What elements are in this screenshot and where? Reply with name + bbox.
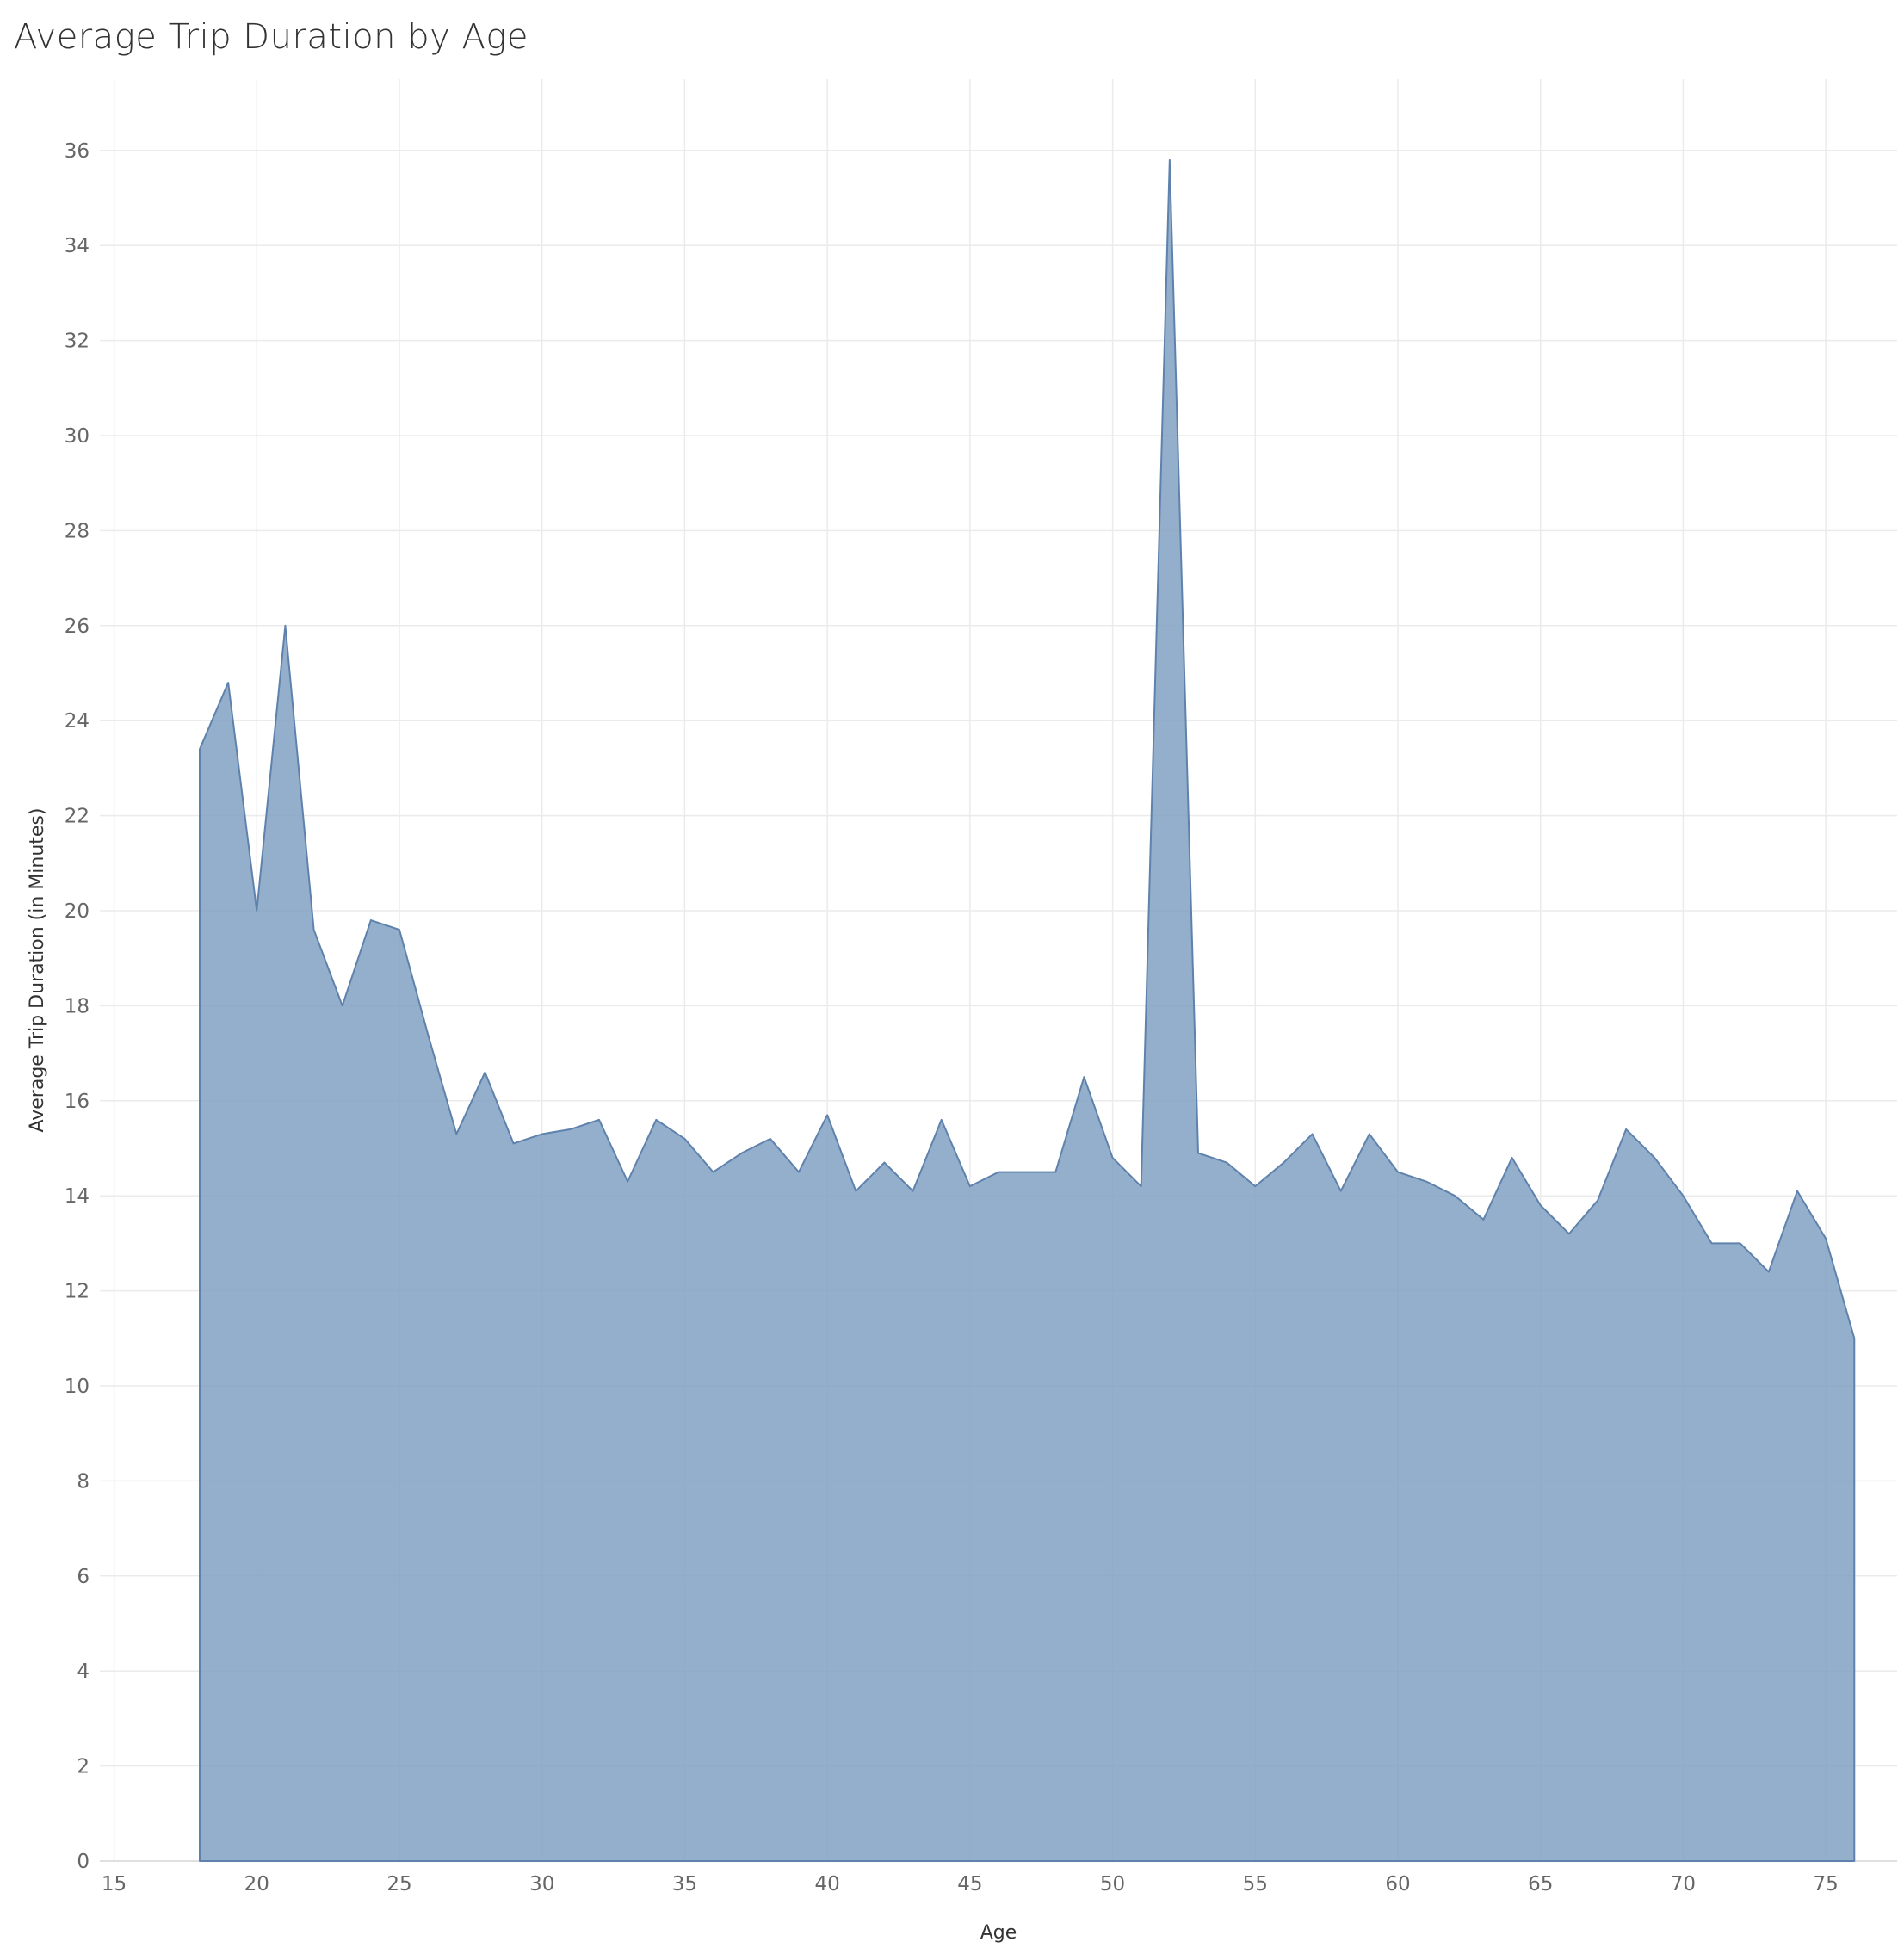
- y-tick-label: 16: [65, 1091, 90, 1113]
- x-tick-label: 35: [672, 1873, 697, 1895]
- y-tick-label: 20: [65, 900, 90, 923]
- y-tick-label: 36: [65, 140, 90, 163]
- y-tick-label: 22: [65, 806, 90, 828]
- y-tick-label: 26: [65, 615, 90, 638]
- area-series: [199, 158, 1856, 1862]
- x-tick-label: 65: [1528, 1873, 1553, 1895]
- x-tick-label: 25: [386, 1873, 411, 1895]
- y-axis-label: Average Trip Duration (in Minutes): [27, 807, 48, 1132]
- x-tick-label: 70: [1671, 1873, 1696, 1895]
- y-tick-label: 4: [77, 1660, 90, 1683]
- x-tick-label: 15: [102, 1873, 127, 1895]
- x-axis-label: Age: [980, 1922, 1017, 1944]
- y-tick-label: 34: [65, 235, 90, 257]
- x-tick-label: 60: [1385, 1873, 1410, 1895]
- y-tick-label: 8: [77, 1470, 90, 1493]
- x-tick-label: 50: [1100, 1873, 1125, 1895]
- x-tick-label: 45: [957, 1873, 982, 1895]
- x-tick-label: 20: [244, 1873, 269, 1895]
- y-tick-label: 18: [65, 995, 90, 1017]
- chart-title: Average Trip Duration by Age: [14, 17, 529, 57]
- y-tick-label: 32: [65, 331, 90, 353]
- y-tick-label: 12: [65, 1281, 90, 1303]
- x-tick-label: 75: [1814, 1873, 1839, 1895]
- x-tick-label: 55: [1243, 1873, 1268, 1895]
- x-tick-label: 30: [529, 1873, 554, 1895]
- x-tick-label: 40: [815, 1873, 840, 1895]
- y-tick-label: 14: [65, 1185, 90, 1208]
- x-axis: 15 20 25 30 35 40 45 50 55 60 65 70 75: [102, 1873, 1839, 1895]
- y-tick-label: 28: [65, 520, 90, 542]
- y-tick-label: 24: [65, 710, 90, 733]
- y-tick-label: 30: [65, 425, 90, 448]
- y-tick-label: 2: [77, 1756, 90, 1778]
- plot-area: [199, 158, 1856, 1862]
- y-tick-label: 10: [65, 1376, 90, 1398]
- y-tick-label: 6: [77, 1566, 90, 1588]
- y-tick-label: 0: [77, 1851, 90, 1873]
